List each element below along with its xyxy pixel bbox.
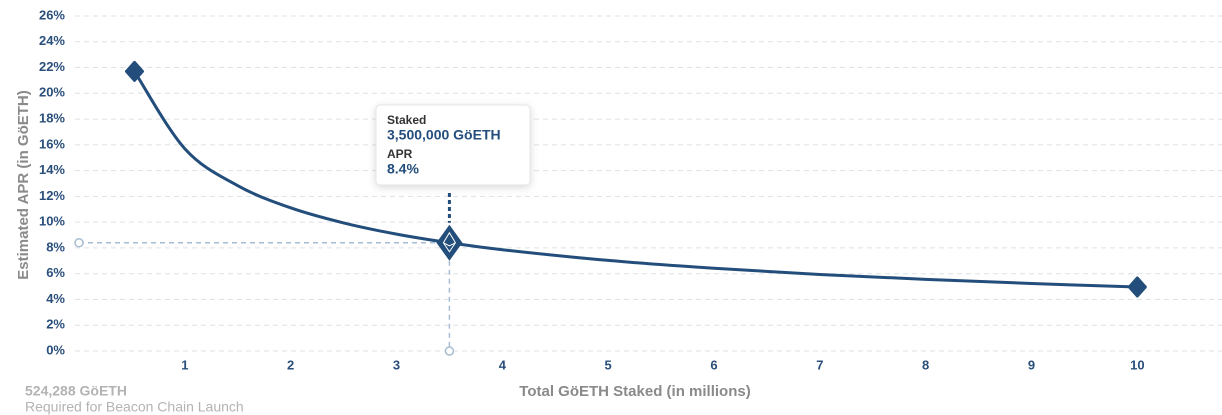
y-tick-label: 4%	[46, 291, 65, 306]
annotation-text: Required for Beacon Chain Launch	[25, 399, 244, 415]
crosshair-dot	[444, 346, 455, 356]
y-tick-label: 6%	[46, 265, 65, 280]
x-tick-label: 6	[710, 357, 717, 372]
x-axis-title: Total GöETH Staked (in millions)	[519, 383, 750, 400]
y-tick-label: 18%	[39, 111, 65, 126]
y-tick-label: 16%	[39, 136, 65, 151]
annotation-title: 524,288 GöETH	[25, 383, 127, 399]
y-tick-label: 10%	[39, 214, 65, 229]
tooltip-value: 8.4%	[387, 161, 419, 177]
x-tick-label: 8	[922, 357, 929, 372]
x-tick-label: 7	[816, 357, 823, 372]
x-tick-label: 1	[181, 357, 188, 372]
x-tick-label: 9	[1028, 357, 1035, 372]
y-tick-label: 22%	[39, 59, 65, 74]
x-tick-label: 5	[605, 357, 612, 372]
y-tick-label: 20%	[39, 85, 65, 100]
y-tick-label: 26%	[39, 7, 65, 22]
y-tick-label: 14%	[39, 162, 65, 177]
y-tick-label: 24%	[39, 33, 65, 48]
crosshair-dot	[74, 238, 84, 248]
highlight-marker	[436, 224, 463, 261]
tooltip-title: Staked	[387, 113, 426, 127]
end-marker	[124, 60, 144, 82]
tooltip-value: 3,500,000 GöETH	[387, 127, 501, 143]
data-line	[133, 70, 1138, 289]
y-tick-label: 2%	[46, 317, 65, 332]
y-tick-label: 12%	[39, 188, 65, 203]
eth-icon	[442, 231, 457, 253]
tooltip-title: APR	[387, 147, 413, 161]
y-tick-label: 8%	[46, 239, 65, 254]
x-tick-label: 3	[393, 357, 400, 372]
y-tick-label: 0%	[46, 342, 65, 357]
y-axis-title: Estimated APR (in GöETH)	[15, 90, 32, 279]
end-marker	[1127, 276, 1147, 298]
x-tick-label: 10	[1130, 357, 1144, 372]
x-tick-label: 4	[499, 357, 507, 372]
x-tick-label: 2	[287, 357, 294, 372]
tooltip-box	[375, 104, 531, 186]
